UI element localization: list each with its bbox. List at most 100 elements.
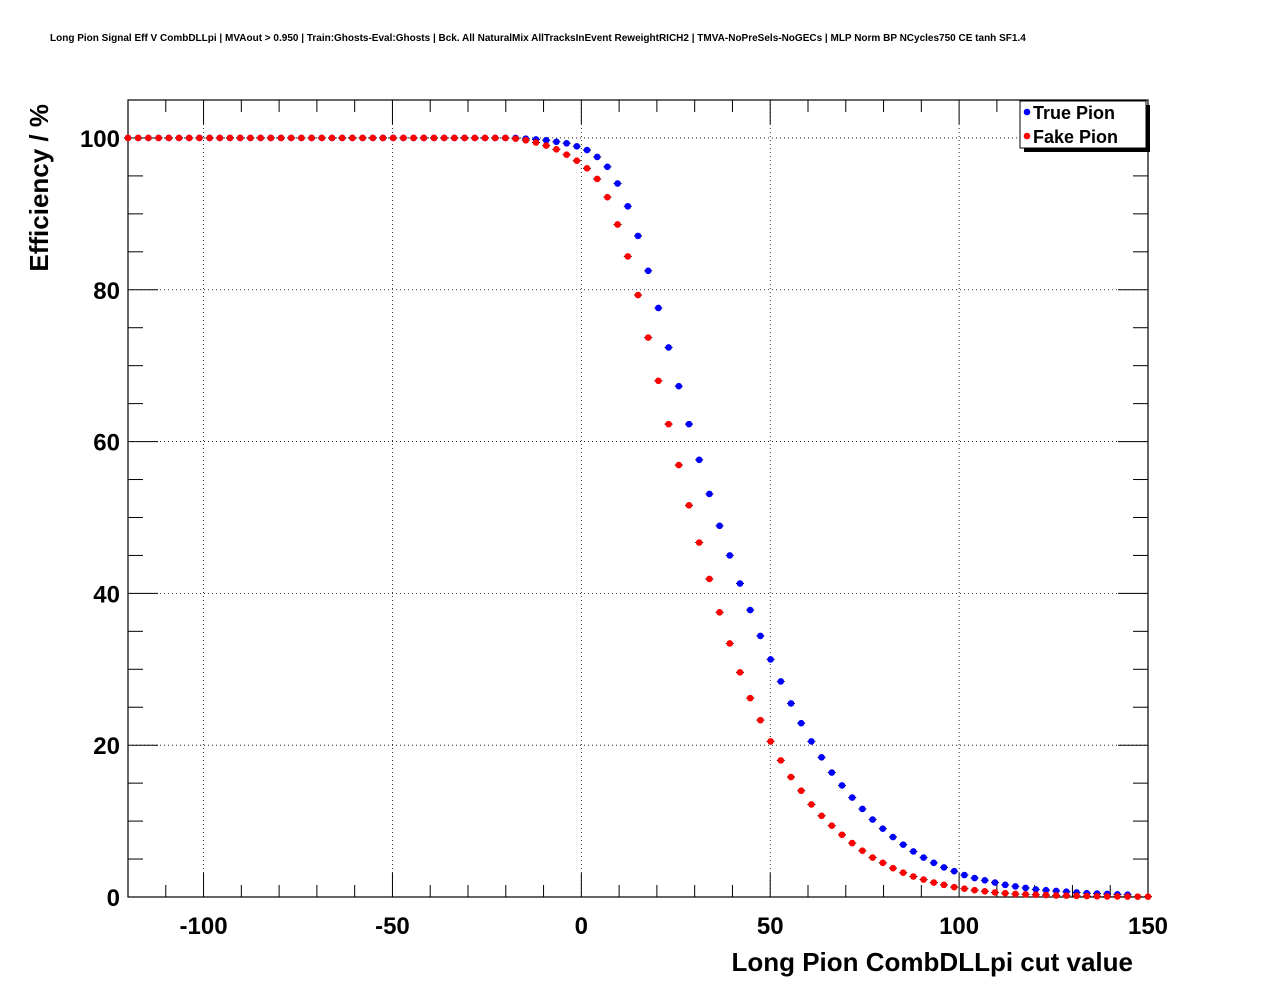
data-point [369,134,377,142]
data-point [961,871,968,879]
x-tick-labels: -100 -50 0 50 100 150 [180,913,1168,940]
data-point [1063,892,1070,899]
data-point [1001,881,1009,889]
data-point [706,575,713,583]
data-point [828,769,836,776]
data-point [491,134,499,142]
data-point [665,420,672,428]
data-point [920,854,927,861]
data-point [1093,892,1101,900]
x-tick-label: 50 [757,913,784,940]
data-point [818,754,825,761]
data-point [512,135,519,143]
data-point [400,134,407,142]
axis-ticks [127,99,1149,898]
data-point [910,873,917,880]
data-point [359,134,366,142]
chart-title: Long Pion Signal Eff V CombDLLpi | MVAou… [50,33,1026,44]
series-true-pion [124,134,1132,899]
data-point [848,839,856,847]
data-point [644,334,652,341]
data-point [124,134,132,142]
data-point [155,134,162,142]
data-point [797,719,805,727]
data-point [1022,884,1029,892]
data-point [430,134,438,142]
data-point [420,134,428,142]
y-tick-label: 80 [93,278,120,305]
data-point [624,202,632,210]
data-point [991,879,999,886]
data-point [991,889,999,896]
data-point [471,134,479,142]
data-point [267,134,275,142]
plot-frame [127,99,1149,898]
data-point [522,136,530,144]
x-tick-label: 0 [575,913,588,940]
series-fake-pion [124,134,1152,900]
data-point [726,640,734,647]
x-tick-label: -100 [180,913,228,940]
data-point [1022,891,1029,898]
data-point [532,139,540,146]
data-point [716,609,723,616]
data-point [695,456,703,464]
data-point [1103,893,1111,900]
data-point [981,877,989,884]
data-point [808,738,815,745]
data-point [553,138,560,146]
legend-box [1019,100,1147,149]
data-point [889,833,897,841]
data-point [971,874,978,882]
data-point [757,716,764,724]
y-axis-title: Efficiency / % [24,104,54,272]
x-tick-label: 100 [939,913,979,940]
data-point [165,134,173,142]
data-point [808,801,815,808]
data-point [604,163,611,171]
data-point [134,134,142,142]
data-point [440,134,448,142]
data-point [614,221,621,228]
data-point [338,134,346,142]
legend-marker-true-pion [1023,108,1031,116]
data-point [481,134,489,142]
data-point [410,134,417,142]
data-point [1042,891,1050,899]
data-point [247,134,254,142]
data-point [838,831,846,839]
data-point [746,694,754,702]
data-point [563,139,570,147]
y-tick-label: 20 [93,733,120,760]
data-point [930,879,938,886]
data-point [196,134,203,142]
data-point [879,825,887,832]
data-point [1134,893,1142,900]
data-point [706,490,713,498]
legend-marker-fake-pion [1023,132,1031,140]
data-point [869,816,876,823]
data-point [950,867,958,875]
data-point [216,134,224,142]
data-point [1114,893,1121,900]
data-point [573,157,581,165]
data-point [899,841,907,848]
data-point [1001,889,1009,897]
data-point [389,134,397,142]
x-axis-title: Long Pion CombDLLpi cut value [731,947,1133,977]
data-point [838,782,846,789]
data-point [716,522,723,530]
x-tick-label: -50 [375,913,410,940]
data-point [1083,892,1091,900]
legend-label-true-pion: True Pion [1033,103,1115,123]
data-point [1012,883,1019,890]
data-point [675,461,683,469]
data-point [787,700,795,707]
data-point [236,134,244,142]
data-point [145,134,152,142]
data-point [328,134,336,142]
data-point [797,787,805,795]
data-point [685,502,693,509]
data-point [298,134,305,142]
